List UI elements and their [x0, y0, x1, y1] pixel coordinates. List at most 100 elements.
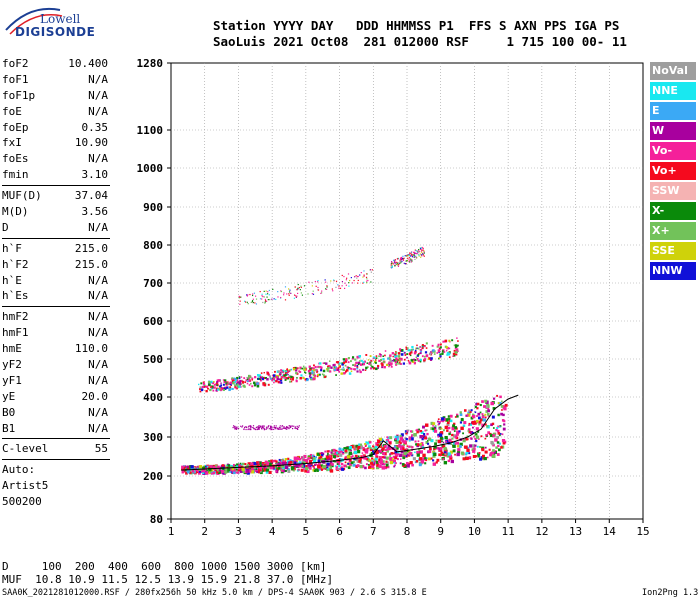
echo-mark [449, 456, 453, 460]
echo-mark [377, 461, 380, 464]
echo-mark [275, 426, 277, 429]
echo-mark [485, 410, 489, 413]
echo-mark [402, 456, 406, 460]
echo-mark [427, 439, 429, 442]
echo-mark [408, 439, 411, 442]
echo-mark [368, 445, 371, 448]
echo-mark [421, 246, 423, 249]
echo-mark [422, 248, 424, 250]
echo-mark [311, 367, 313, 370]
echo-mark [410, 359, 414, 362]
echo-mark [273, 426, 275, 428]
echo-mark [208, 383, 211, 386]
echo-mark [194, 470, 197, 473]
echo-mark [263, 383, 267, 387]
echo-mark [353, 368, 356, 371]
echo-mark [395, 357, 398, 361]
header-row-values: SaoLuis 2021 Oct08 281 012000 RSF 1 715 … [213, 34, 627, 49]
echo-mark [498, 434, 501, 437]
echo-mark [328, 458, 330, 461]
param-name: yF2 [2, 358, 22, 372]
echo-mark [232, 379, 235, 382]
echo-mark [446, 423, 450, 427]
echo-mark [274, 427, 276, 429]
echo-mark [314, 374, 317, 377]
echo-mark [365, 463, 368, 466]
echo-mark [344, 449, 348, 453]
echo-mark [357, 363, 360, 366]
echo-mark [341, 285, 343, 287]
echo-mark [445, 418, 449, 422]
echo-mark [482, 457, 484, 459]
echo-mark [473, 421, 477, 425]
echo-mark [275, 425, 277, 427]
param-value: 20.0 [81, 389, 109, 403]
echo-mark [216, 388, 220, 391]
param-name: foEs [2, 152, 29, 166]
echo-mark [441, 451, 444, 455]
echo-mark [301, 465, 304, 468]
echo-mark [497, 432, 501, 435]
echo-mark [277, 463, 281, 467]
echo-mark [263, 465, 267, 469]
echo-mark [388, 365, 390, 368]
echo-mark [253, 292, 256, 294]
echo-mark [398, 444, 401, 448]
echo-mark [282, 374, 284, 377]
echo-mark [231, 387, 234, 390]
echo-mark [326, 368, 328, 370]
echo-mark [352, 368, 355, 370]
echo-mark [356, 459, 360, 463]
echo-mark [331, 463, 334, 466]
echo-mark [390, 365, 393, 368]
echo-mark [235, 470, 238, 473]
echo-mark [500, 405, 504, 408]
echo-mark [419, 429, 423, 433]
echo-mark [449, 450, 453, 454]
echo-mark [369, 269, 372, 271]
echo-mark [478, 423, 481, 426]
echo-mark [240, 463, 243, 466]
echo-mark [338, 464, 341, 468]
echo-mark [367, 359, 370, 361]
echo-mark [470, 409, 473, 412]
echo-mark [216, 379, 220, 382]
echo-mark [241, 467, 245, 471]
echo-mark [394, 260, 396, 262]
echo-mark [439, 353, 442, 356]
echo-mark [312, 469, 315, 472]
echo-mark [453, 422, 456, 426]
echo-mark [448, 426, 451, 430]
echo-mark [230, 468, 234, 472]
echo-mark [246, 380, 249, 383]
echo-mark [338, 365, 341, 368]
echo-mark [355, 447, 358, 450]
echo-mark [399, 262, 402, 264]
echo-mark [229, 383, 232, 386]
echo-mark [399, 447, 403, 451]
echo-mark [238, 382, 242, 385]
echo-mark [342, 368, 345, 372]
echo-mark [207, 465, 210, 468]
echo-mark [410, 351, 413, 354]
echo-mark [474, 444, 477, 447]
echo-mark [240, 386, 242, 388]
echo-mark [271, 379, 273, 382]
param-value: N/A [88, 104, 108, 118]
echo-mark [460, 418, 464, 422]
echo-mark [474, 437, 477, 441]
echo-mark [430, 357, 433, 360]
legend-item-w: W [650, 122, 696, 140]
echo-mark [399, 360, 401, 362]
echo-mark [341, 368, 343, 371]
echo-mark [241, 426, 243, 428]
param-name: h`Es [2, 289, 29, 303]
echo-mark [298, 463, 301, 466]
echo-mark [240, 376, 243, 378]
echo-mark [317, 279, 319, 282]
echo-mark [223, 381, 226, 384]
echo-mark [395, 363, 398, 365]
echo-mark [414, 252, 416, 254]
echo-mark [378, 456, 383, 460]
echo-mark [438, 421, 441, 424]
